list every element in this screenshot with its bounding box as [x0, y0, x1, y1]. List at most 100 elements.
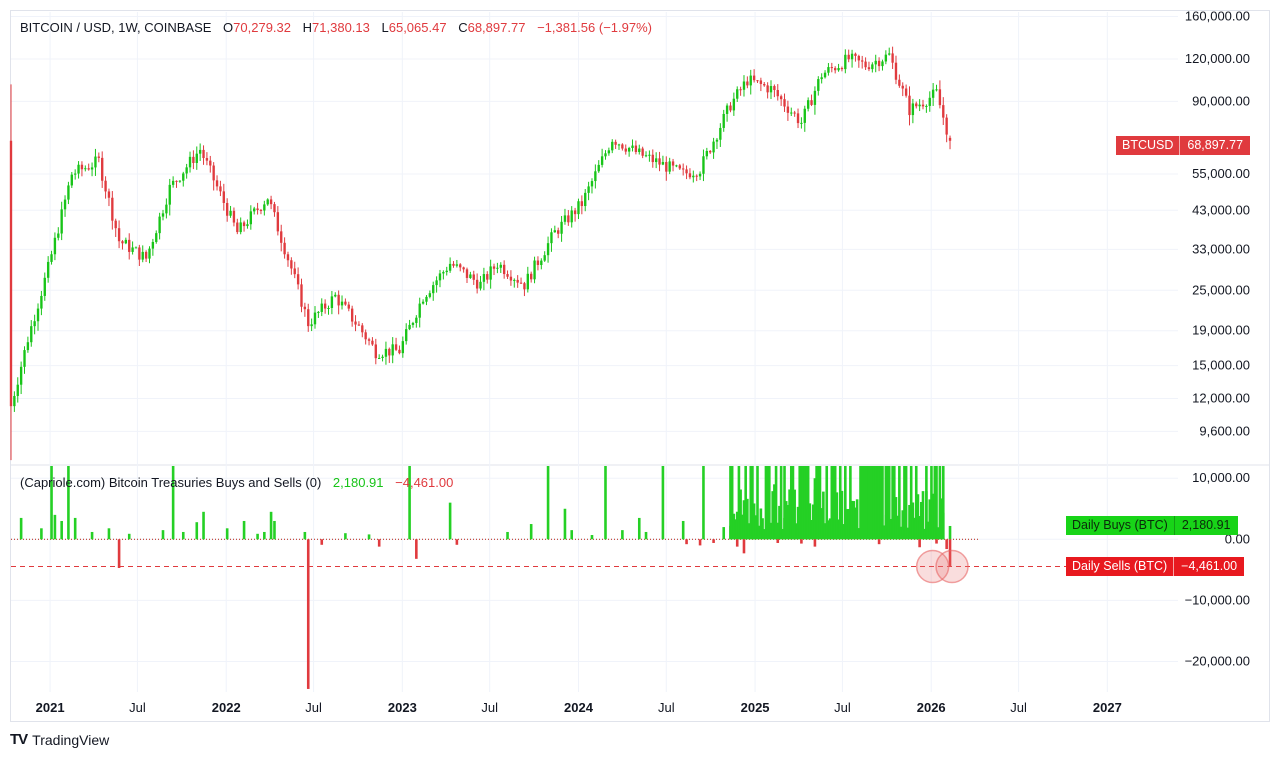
price-axis-tick-label: 43,000.00	[1192, 202, 1250, 217]
daily-buys-bar	[529, 524, 533, 540]
candle-body	[388, 348, 391, 356]
tradingview-brand[interactable]: TV TradingView	[10, 731, 109, 748]
candle-body	[144, 251, 148, 259]
daily-buys-bar	[768, 466, 771, 540]
daily-buys-bar	[854, 507, 857, 540]
price-axis-tick-label: 120,000.00	[1185, 51, 1250, 66]
candle-body	[489, 266, 492, 280]
symbol-title[interactable]: BITCOIN / USD, 1W, COINBASE	[20, 20, 212, 35]
daily-buys-bar	[898, 466, 901, 540]
daily-buys-bar	[941, 512, 945, 540]
candle-body	[323, 303, 327, 309]
indicator-axis-tick-label: −20,000.00	[1185, 653, 1250, 668]
indicator-title[interactable]: (Capriole.com) Bitcoin Treasuries Buys a…	[20, 475, 322, 490]
candle-body	[361, 325, 364, 333]
daily-buys-bar	[811, 504, 815, 540]
candle-body	[70, 174, 73, 186]
daily-buys-bar	[923, 528, 926, 540]
candle-body	[263, 204, 266, 211]
candle-body	[891, 53, 894, 63]
candle-body	[171, 180, 175, 185]
daily-sells-bar	[117, 539, 121, 569]
candle-body	[165, 204, 168, 214]
candle-body	[229, 210, 232, 216]
candle-body	[499, 264, 502, 268]
daily-buys-bar	[181, 531, 185, 540]
buys-badge-label: Daily Buys (BTC)	[1072, 518, 1168, 532]
candle-body	[448, 263, 452, 271]
candle-body	[178, 180, 182, 182]
candle-body	[557, 230, 560, 234]
candle-body	[553, 230, 557, 233]
candle-body	[104, 180, 107, 192]
daily-buys-bar	[844, 466, 847, 540]
daily-buys-bar	[754, 515, 758, 540]
candle-body	[725, 105, 729, 114]
daily-buys-bar	[884, 466, 888, 540]
candle-body	[188, 156, 192, 168]
candle-body	[310, 324, 313, 327]
daily-buys-bar	[808, 503, 812, 540]
daily-buys-bar	[806, 508, 810, 540]
candle-body	[492, 266, 496, 269]
candle-body	[776, 90, 779, 97]
candle-body	[759, 80, 763, 85]
candle-body	[202, 149, 205, 159]
candle-body	[236, 222, 239, 233]
daily-buys-bar	[876, 466, 879, 540]
candle-body	[577, 201, 580, 215]
candle-body	[935, 89, 938, 91]
daily-sells-bar	[813, 539, 817, 547]
daily-buys-bar	[850, 500, 854, 540]
candle-body	[381, 356, 384, 358]
daily-buys-bar	[822, 491, 825, 540]
sells-badge-value: −4,461.00	[1173, 557, 1244, 576]
candle-body	[793, 112, 796, 114]
candle-body	[84, 168, 87, 170]
candle-body	[736, 89, 739, 99]
candle-body	[256, 208, 259, 211]
candle-body	[394, 344, 398, 350]
daily-buys-bar	[756, 466, 759, 540]
indicator-axis-tick-label: 10,000.00	[1192, 470, 1250, 485]
daily-buys-bar	[563, 508, 567, 540]
candle-body	[560, 221, 563, 234]
candle-body	[205, 158, 209, 161]
daily-buys-bar	[800, 466, 803, 540]
daily-buys-bar	[273, 520, 276, 540]
candle-body	[67, 185, 70, 200]
candle-body	[9, 140, 13, 407]
candle-body	[800, 122, 803, 124]
candle-body	[864, 61, 867, 68]
candle-body	[763, 84, 766, 86]
daily-buys-bar	[749, 466, 753, 540]
candle-body	[810, 100, 813, 105]
candle-body	[719, 127, 722, 140]
daily-buys-bar	[891, 466, 894, 540]
candle-body	[13, 395, 16, 407]
candle-body	[421, 301, 425, 304]
daily-buys-bar	[90, 531, 94, 540]
daily-buys-bar	[644, 531, 648, 540]
time-axis-tick-label: Jul	[129, 700, 146, 715]
buys-badge-value: 2,180.91	[1173, 516, 1238, 535]
candle-body	[803, 108, 806, 123]
daily-sells-bar	[685, 539, 688, 545]
indicator-axis-tick-label: −10,000.00	[1185, 592, 1250, 607]
daily-buys-bar	[769, 522, 773, 540]
last-price-badge: BTCUSD 68,897.77	[1116, 136, 1251, 155]
candle-body	[60, 209, 63, 234]
daily-buys-bar	[774, 466, 778, 540]
daily-buys-bar	[730, 466, 734, 540]
daily-buys-bar	[60, 520, 63, 540]
daily-buys-bar	[896, 515, 899, 540]
daily-buys-bar	[661, 466, 665, 540]
candle-body	[624, 148, 627, 152]
daily-buys-bar	[786, 505, 790, 540]
candle-body	[280, 231, 283, 243]
candle-body	[33, 321, 36, 327]
candle-body	[192, 156, 195, 163]
candle-body	[682, 168, 685, 170]
daily-sells-bar	[935, 539, 938, 544]
